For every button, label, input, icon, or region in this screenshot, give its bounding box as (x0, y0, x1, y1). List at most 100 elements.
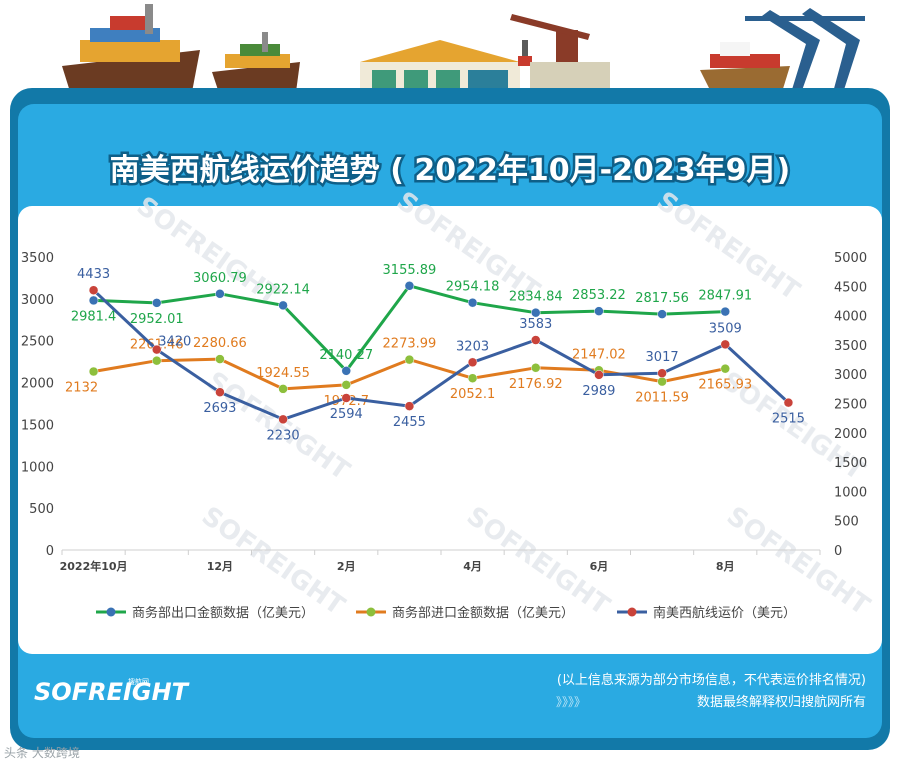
data-label: 3509 (709, 321, 742, 336)
chart-legend: 商务部出口金额数据（亿美元） 商务部进口金额数据（亿美元） 南美西航线运价（美元） (96, 605, 796, 621)
data-point (720, 363, 730, 374)
data-point (341, 366, 351, 376)
data-point (215, 289, 225, 299)
data-label: 3155.89 (383, 263, 437, 278)
line-chart: 0 500 1000 1500 2000 2500 3000 3500 0 500 1000 1500… (21, 251, 867, 573)
data-point (278, 384, 288, 394)
y-left-tick-label: 3500 (21, 251, 54, 266)
data-point (531, 335, 541, 345)
y-right-tick-label: 3000 (834, 368, 867, 383)
data-label: 3060.79 (193, 271, 247, 286)
legend-marker (627, 607, 637, 617)
data-label: 1924.55 (256, 366, 310, 381)
data-point (404, 354, 415, 365)
data-point (341, 380, 351, 390)
data-label: 2132 (65, 381, 98, 396)
data-label: 2989 (582, 384, 615, 399)
data-label: 2176.92 (509, 377, 563, 392)
data-point (152, 355, 162, 366)
data-point (657, 309, 667, 319)
y-left-tick-label: 500 (29, 502, 54, 517)
data-point (404, 281, 415, 291)
y-left-tick-label: 0 (46, 544, 54, 559)
footer: SOFREIGHT 搜航网 (以上信息来源为部分市场信息，不代表运价排名情况) … (34, 672, 866, 710)
legend-marker (106, 607, 116, 617)
y-right-tick-label: 1500 (834, 456, 867, 471)
data-point (657, 376, 667, 387)
data-point (278, 300, 288, 311)
data-label: 2165.93 (698, 378, 752, 393)
data-point (88, 366, 99, 377)
data-point (404, 401, 415, 411)
data-label: 3583 (519, 317, 552, 332)
y-left-tick-label: 2500 (21, 335, 54, 350)
y-right-tick-label: 4000 (834, 310, 867, 325)
y-right-tick-label: 0 (834, 544, 842, 559)
x-tick-label: 2月 (337, 560, 356, 573)
data-point (215, 387, 225, 397)
data-label: 2952.01 (130, 312, 184, 327)
data-point (152, 344, 162, 355)
corner-watermark: 头条 大数跨境 (4, 745, 80, 760)
data-label: 2052.1 (450, 387, 496, 402)
data-point (88, 285, 99, 295)
legend-label: 南美西航线运价（美元） (653, 605, 796, 621)
data-label: 2455 (393, 415, 426, 430)
data-label: 2922.14 (256, 282, 310, 297)
brand-logo: SOFREIGHT (34, 678, 190, 706)
x-tick-label: 8月 (716, 560, 735, 573)
x-tick-label: 12月 (207, 560, 233, 573)
data-point (531, 307, 541, 318)
data-label: 3420 (158, 335, 191, 350)
data-point (531, 363, 541, 373)
data-label: 2853.22 (572, 288, 626, 303)
arrows-decoration: 》》》》 (556, 695, 586, 709)
data-point (657, 368, 667, 378)
data-label: 2693 (203, 401, 236, 416)
cargo-ship-icon (690, 42, 802, 100)
port-crane-icon (745, 8, 865, 96)
data-point (720, 306, 730, 317)
x-tick-label: 4月 (463, 560, 482, 573)
data-label: 2011.59 (635, 391, 689, 406)
data-point (594, 370, 604, 380)
data-label: 2273.99 (383, 337, 437, 352)
data-label: 2817.56 (635, 291, 689, 306)
source-note: (以上信息来源为部分市场信息，不代表运价排名情况) (557, 672, 866, 688)
data-point (467, 297, 478, 308)
data-point (594, 306, 604, 316)
warehouse-icon (360, 40, 520, 96)
x-tick-label: 6月 (590, 560, 609, 573)
series-line (92, 289, 790, 421)
data-point (341, 393, 351, 403)
chart-card (18, 206, 882, 654)
y-right-tick-label: 5000 (834, 251, 867, 266)
y-left-tick-label: 1500 (21, 418, 54, 433)
data-label: 2147.02 (572, 347, 626, 362)
data-point (467, 357, 478, 368)
data-label: 2230 (267, 428, 300, 443)
data-point (467, 373, 478, 383)
legend-marker (366, 607, 376, 617)
rights-note: 数据最终解释权归搜航网所有 (697, 694, 866, 710)
data-point (783, 397, 794, 408)
port-crane-icon (510, 14, 610, 96)
y-left-tick-label: 1000 (21, 460, 54, 475)
data-point (278, 414, 288, 425)
y-right-tick-label: 2500 (834, 398, 867, 413)
data-label: 2954.18 (446, 280, 500, 295)
data-label: 2594 (330, 407, 363, 422)
x-tick-label: 2022年10月 (60, 559, 128, 573)
data-label: 4433 (77, 267, 110, 282)
data-label: 2834.84 (509, 290, 563, 305)
data-point (152, 298, 162, 308)
legend-label: 商务部进口金额数据（亿美元） (392, 605, 574, 621)
y-right-tick-label: 3500 (834, 339, 867, 354)
data-point (215, 354, 225, 364)
y-right-tick-label: 4500 (834, 280, 867, 295)
y-left-tick-label: 2000 (21, 377, 54, 392)
y-right-tick-label: 500 (834, 515, 859, 530)
y-right-tick-label: 2000 (834, 427, 867, 442)
y-right-tick-label: 1000 (834, 485, 867, 500)
